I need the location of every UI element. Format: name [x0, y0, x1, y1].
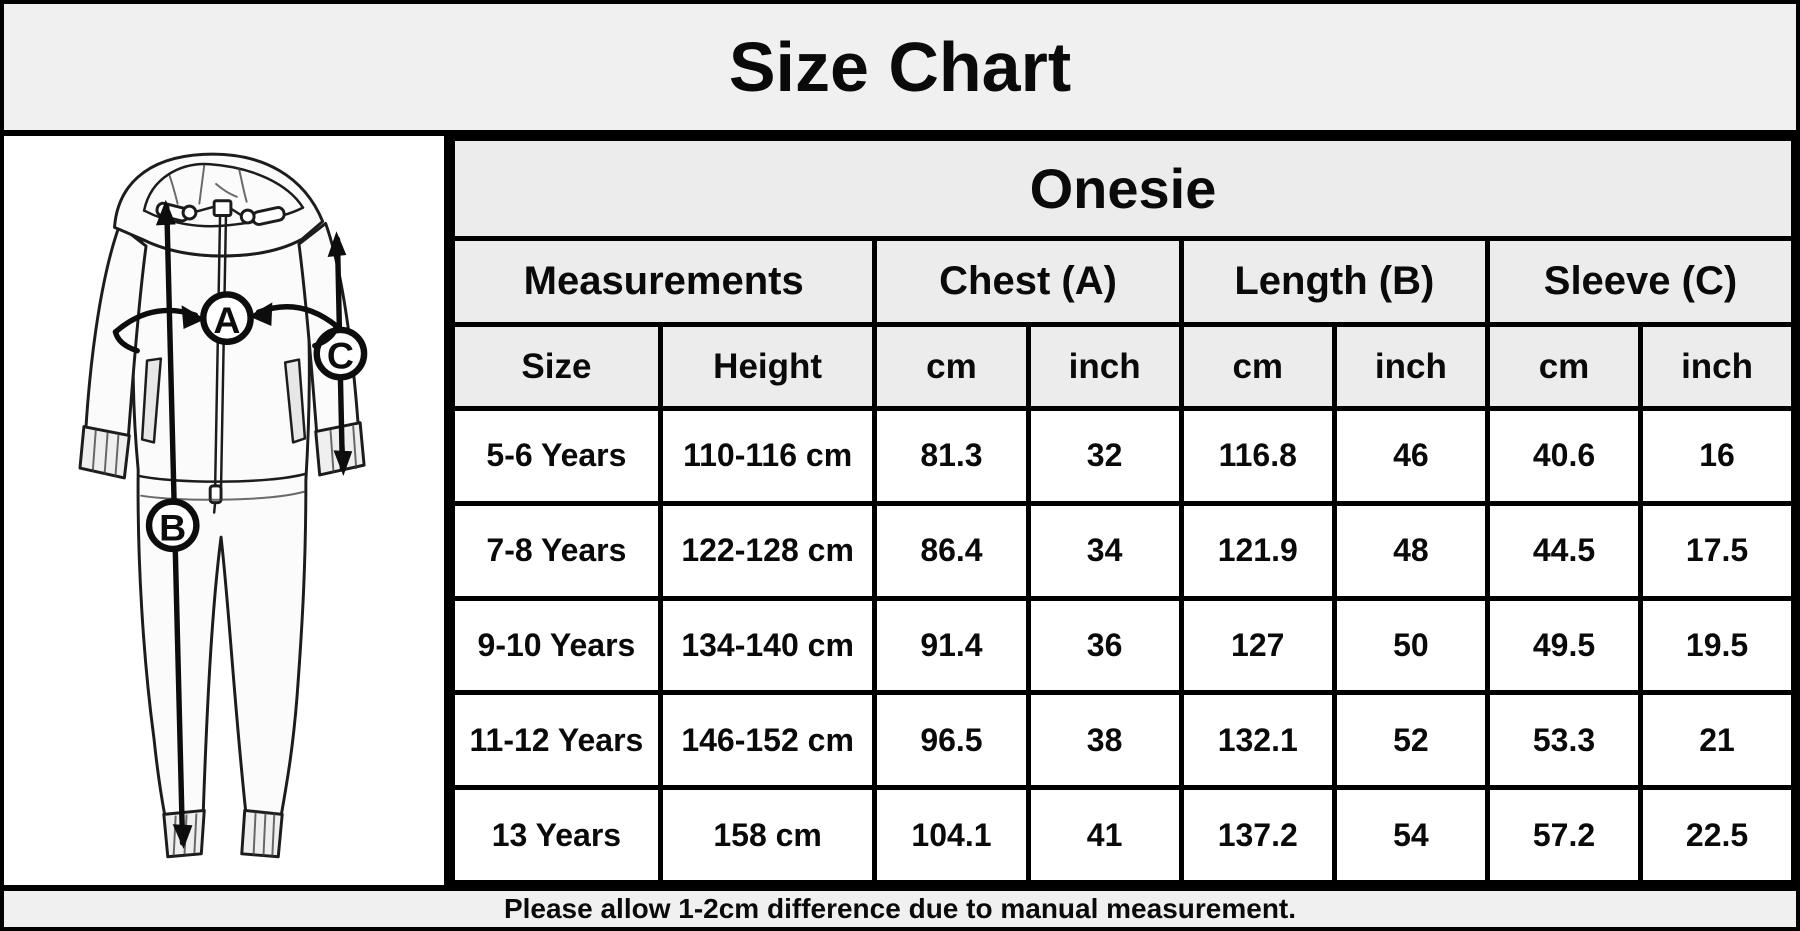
content-area: B C [4, 136, 1797, 885]
column-group-measurements: Measurements [449, 236, 878, 327]
cell-chest-inch: 32 [1025, 406, 1184, 506]
measure-b-label: B [159, 506, 186, 548]
onesie-line-drawing: B C [78, 152, 368, 859]
cell-sleeve-cm: 57.2 [1484, 785, 1644, 885]
cell-length-cm: 127 [1178, 595, 1337, 696]
cell-height: 122-128 cm [657, 500, 878, 601]
column-group-length: Length (B) [1178, 236, 1490, 327]
title-bar: Size Chart [4, 4, 1796, 136]
cell-chest-cm: 96.5 [872, 690, 1031, 791]
cell-sleeve-inch: 21 [1638, 690, 1796, 791]
table-row-5-6-years: 5-6 Years 110-116 cm 81.3 32 116.8 46 40… [450, 406, 1796, 506]
cell-chest-cm: 81.3 [872, 406, 1031, 506]
cell-sleeve-inch: 22.5 [1638, 785, 1796, 885]
measure-a-label: A [213, 299, 240, 341]
cell-height: 158 cm [657, 785, 878, 885]
column-group-chest: Chest (A) [872, 236, 1184, 327]
onesie-diagram-panel: B C [4, 136, 450, 885]
column-header-sleeve-inch: inch [1638, 322, 1796, 411]
page-title: Size Chart [728, 28, 1072, 106]
cell-sleeve-inch: 17.5 [1638, 500, 1796, 601]
measure-c-circle [313, 326, 368, 381]
cell-height: 146-152 cm [657, 690, 878, 791]
cell-size: 7-8 Years [450, 500, 663, 601]
table-row-9-10-years: 9-10 Years 134-140 cm 91.4 36 127 50 49.… [450, 595, 1796, 696]
measure-a-circle [200, 291, 254, 346]
cell-size: 9-10 Years [450, 595, 663, 696]
cell-length-cm: 116.8 [1178, 406, 1337, 506]
table-row-11-12-years: 11-12 Years 146-152 cm 96.5 38 132.1 52 … [450, 690, 1796, 791]
size-table: Onesie Measurements Chest (A) Length (B)… [449, 136, 1797, 885]
front-zipper [208, 214, 228, 514]
measure-c-sleeve-arrow: C [313, 231, 368, 476]
cell-length-cm: 132.1 [1178, 690, 1337, 791]
column-header-length-cm: cm [1178, 322, 1337, 411]
column-header-height: Height [657, 322, 878, 411]
cell-chest-inch: 34 [1025, 500, 1184, 601]
pockets-and-seams [137, 357, 307, 501]
measure-b-length-arrow: B [145, 199, 200, 849]
cell-height: 134-140 cm [657, 595, 878, 696]
column-header-chest-inch: inch [1025, 322, 1184, 411]
cell-sleeve-cm: 40.6 [1484, 406, 1644, 506]
cell-sleeve-cm: 53.3 [1484, 690, 1644, 791]
cell-size: 11-12 Years [450, 690, 663, 791]
cell-length-inch: 52 [1331, 690, 1490, 791]
cell-length-cm: 121.9 [1178, 500, 1337, 601]
onesie-sleeves [78, 221, 366, 480]
measure-a-chest-arrow: A [112, 291, 340, 354]
cell-chest-cm: 91.4 [872, 595, 1031, 696]
cell-chest-inch: 36 [1025, 595, 1184, 696]
measurement-disclaimer: Please allow 1-2cm difference due to man… [503, 893, 1297, 924]
cell-chest-cm: 104.1 [872, 785, 1031, 885]
column-header-sleeve-cm: cm [1484, 322, 1644, 411]
cell-sleeve-inch: 16 [1638, 406, 1796, 506]
measure-c-label: C [327, 335, 354, 377]
cell-length-inch: 46 [1331, 406, 1490, 506]
cell-length-cm: 137.2 [1178, 785, 1337, 885]
column-header-size: Size [450, 322, 663, 411]
column-header-length-inch: inch [1331, 322, 1490, 411]
cell-size: 13 Years [450, 785, 663, 885]
column-group-sleeve: Sleeve (C) [1484, 236, 1797, 327]
cell-height: 110-116 cm [657, 406, 878, 506]
table-row-7-8-years: 7-8 Years 122-128 cm 86.4 34 121.9 48 44… [450, 500, 1796, 601]
cell-length-inch: 50 [1331, 595, 1490, 696]
footer-bar: Please allow 1-2cm difference due to man… [4, 885, 1796, 927]
cell-sleeve-cm: 49.5 [1484, 595, 1644, 696]
cell-size: 5-6 Years [450, 406, 663, 506]
cell-chest-inch: 38 [1025, 690, 1184, 791]
column-header-chest-cm: cm [872, 322, 1031, 411]
product-name-header: Onesie [450, 136, 1796, 241]
size-table-area: Onesie Measurements Chest (A) Length (B)… [449, 136, 1797, 885]
measure-b-circle [145, 498, 200, 553]
cell-chest-inch: 41 [1025, 785, 1184, 885]
cell-length-inch: 48 [1331, 500, 1490, 601]
cell-sleeve-inch: 19.5 [1638, 595, 1796, 696]
cell-length-inch: 54 [1331, 785, 1490, 885]
cell-sleeve-cm: 44.5 [1484, 500, 1644, 601]
cell-chest-cm: 86.4 [872, 500, 1031, 601]
table-row-13-years: 13 Years 158 cm 104.1 41 137.2 54 57.2 2… [450, 785, 1796, 885]
